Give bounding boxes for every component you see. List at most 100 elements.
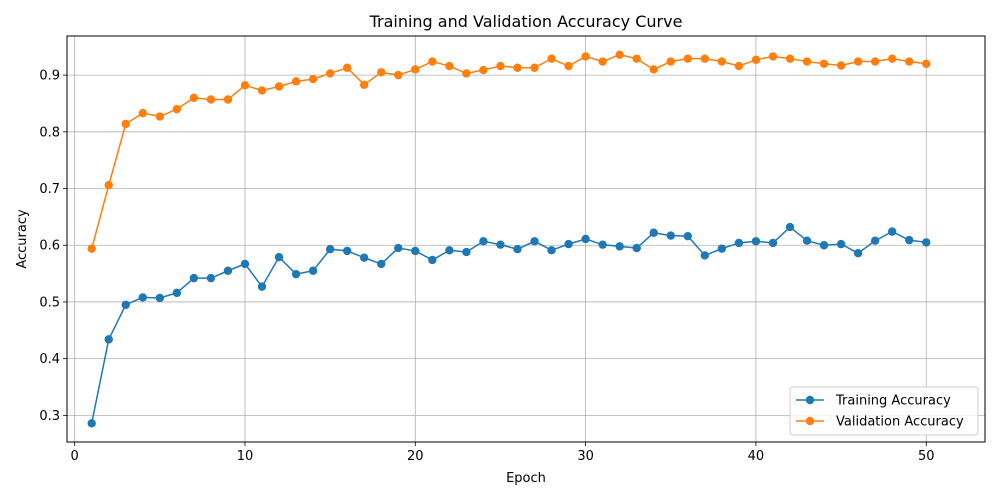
validation-accuracy-point — [751, 55, 761, 65]
legend-swatch-marker — [805, 395, 815, 405]
validation-accuracy-point — [155, 112, 165, 121]
legend-swatch-marker — [805, 416, 815, 426]
legend: Training Accuracy Validation Accuracy — [789, 386, 979, 436]
validation-accuracy-point — [360, 80, 369, 89]
validation-accuracy-point — [785, 54, 795, 63]
training-accuracy-point — [717, 244, 727, 253]
validation-accuracy-point — [802, 57, 812, 66]
training-accuracy-point — [513, 245, 522, 254]
training-accuracy-point — [462, 247, 471, 257]
y-axis-title: Accuracy — [15, 209, 30, 269]
validation-accuracy-point — [530, 63, 539, 72]
validation-accuracy-point — [598, 57, 607, 66]
legend-label: Validation Accuracy — [836, 415, 964, 430]
plot-frame — [66, 35, 986, 443]
validation-accuracy-point — [257, 86, 267, 95]
y-tick-label: 0.6 — [39, 239, 60, 254]
training-accuracy-point — [257, 282, 267, 291]
training-accuracy-point — [138, 293, 147, 302]
training-accuracy-point — [325, 245, 335, 254]
validation-accuracy-point — [666, 57, 675, 66]
validation-accuracy-point — [274, 82, 284, 91]
training-accuracy-point — [206, 273, 216, 283]
training-accuracy-point — [870, 236, 880, 245]
training-accuracy-point — [445, 246, 454, 255]
x-tick-label: 10 — [237, 449, 254, 464]
training-accuracy-point — [530, 237, 539, 246]
training-accuracy-point — [411, 246, 420, 256]
validation-accuracy-point — [240, 81, 250, 90]
training-accuracy-point — [155, 293, 165, 303]
x-tick-label: 50 — [918, 449, 935, 464]
validation-accuracy-point — [189, 93, 199, 103]
training-accuracy-point — [291, 269, 301, 279]
training-accuracy-point — [683, 231, 692, 241]
legend-item-validation-accuracy: Validation Accuracy — [796, 415, 964, 430]
validation-accuracy-point — [819, 59, 829, 68]
y-tick-label: 0.9 — [39, 69, 60, 84]
validation-accuracy-point — [394, 70, 403, 80]
y-tick-label: 0.7 — [39, 182, 60, 197]
training-accuracy-point — [547, 246, 556, 255]
x-tick-label: 0 — [71, 449, 79, 464]
series-layer — [87, 50, 931, 428]
validation-accuracy-point — [581, 52, 590, 61]
validation-accuracy-point — [325, 69, 335, 78]
training-accuracy-point — [274, 252, 284, 262]
validation-accuracy-point — [870, 57, 880, 66]
training-accuracy-point — [598, 240, 607, 249]
validation-accuracy-point — [479, 65, 488, 75]
training-accuracy-point — [836, 239, 846, 249]
validation-accuracy-point — [922, 59, 931, 68]
training-accuracy-point — [240, 259, 250, 269]
validation-accuracy-point — [445, 61, 454, 71]
validation-accuracy-point — [308, 74, 318, 84]
validation-accuracy-point — [87, 244, 96, 253]
validation-accuracy-point — [700, 54, 710, 63]
validation-accuracy-point — [564, 61, 573, 71]
training-accuracy-point — [479, 237, 488, 246]
training-accuracy-series — [87, 222, 931, 428]
x-axis-title: Epoch — [506, 471, 546, 486]
validation-accuracy-point — [428, 57, 437, 66]
y-tick-label: 0.8 — [39, 125, 60, 140]
y-tick-label: 0.5 — [39, 295, 60, 310]
training-accuracy-point — [905, 235, 914, 245]
training-accuracy-point — [853, 248, 863, 258]
validation-accuracy-point — [887, 54, 897, 63]
validation-accuracy-point — [138, 108, 147, 118]
validation-accuracy-point — [615, 50, 624, 59]
training-accuracy-point — [581, 234, 590, 244]
legend-box — [789, 386, 979, 436]
validation-accuracy-point — [717, 57, 727, 66]
training-accuracy-point — [922, 238, 931, 247]
training-accuracy-point — [308, 266, 318, 275]
validation-accuracy-series — [87, 50, 931, 253]
training-accuracy-point — [360, 253, 369, 262]
training-accuracy-point — [819, 241, 829, 250]
training-accuracy-point — [649, 228, 658, 237]
training-accuracy-point — [172, 288, 182, 298]
validation-accuracy-point — [206, 95, 216, 104]
training-accuracy-point — [189, 273, 199, 283]
x-tick-label: 40 — [748, 449, 765, 464]
training-accuracy-point — [734, 238, 744, 248]
chart-title: Training and Validation Accuracy Curve — [369, 12, 683, 31]
validation-accuracy-point — [342, 63, 352, 72]
validation-accuracy-point — [104, 180, 113, 190]
validation-accuracy-point — [121, 119, 130, 129]
legend-item-training-accuracy: Training Accuracy — [796, 394, 951, 409]
training-accuracy-point — [887, 227, 897, 236]
validation-accuracy-point — [734, 61, 744, 71]
validation-accuracy-point — [223, 95, 233, 104]
validation-accuracy-point — [377, 68, 386, 77]
training-accuracy-point — [802, 236, 812, 245]
validation-accuracy-point — [836, 61, 846, 70]
training-accuracy-point — [428, 255, 437, 265]
training-accuracy-point — [104, 335, 113, 344]
y-tick-label: 0.3 — [39, 409, 60, 424]
x-tick-label: 20 — [407, 449, 424, 464]
validation-accuracy-point — [649, 65, 658, 74]
training-accuracy-point — [496, 240, 505, 249]
